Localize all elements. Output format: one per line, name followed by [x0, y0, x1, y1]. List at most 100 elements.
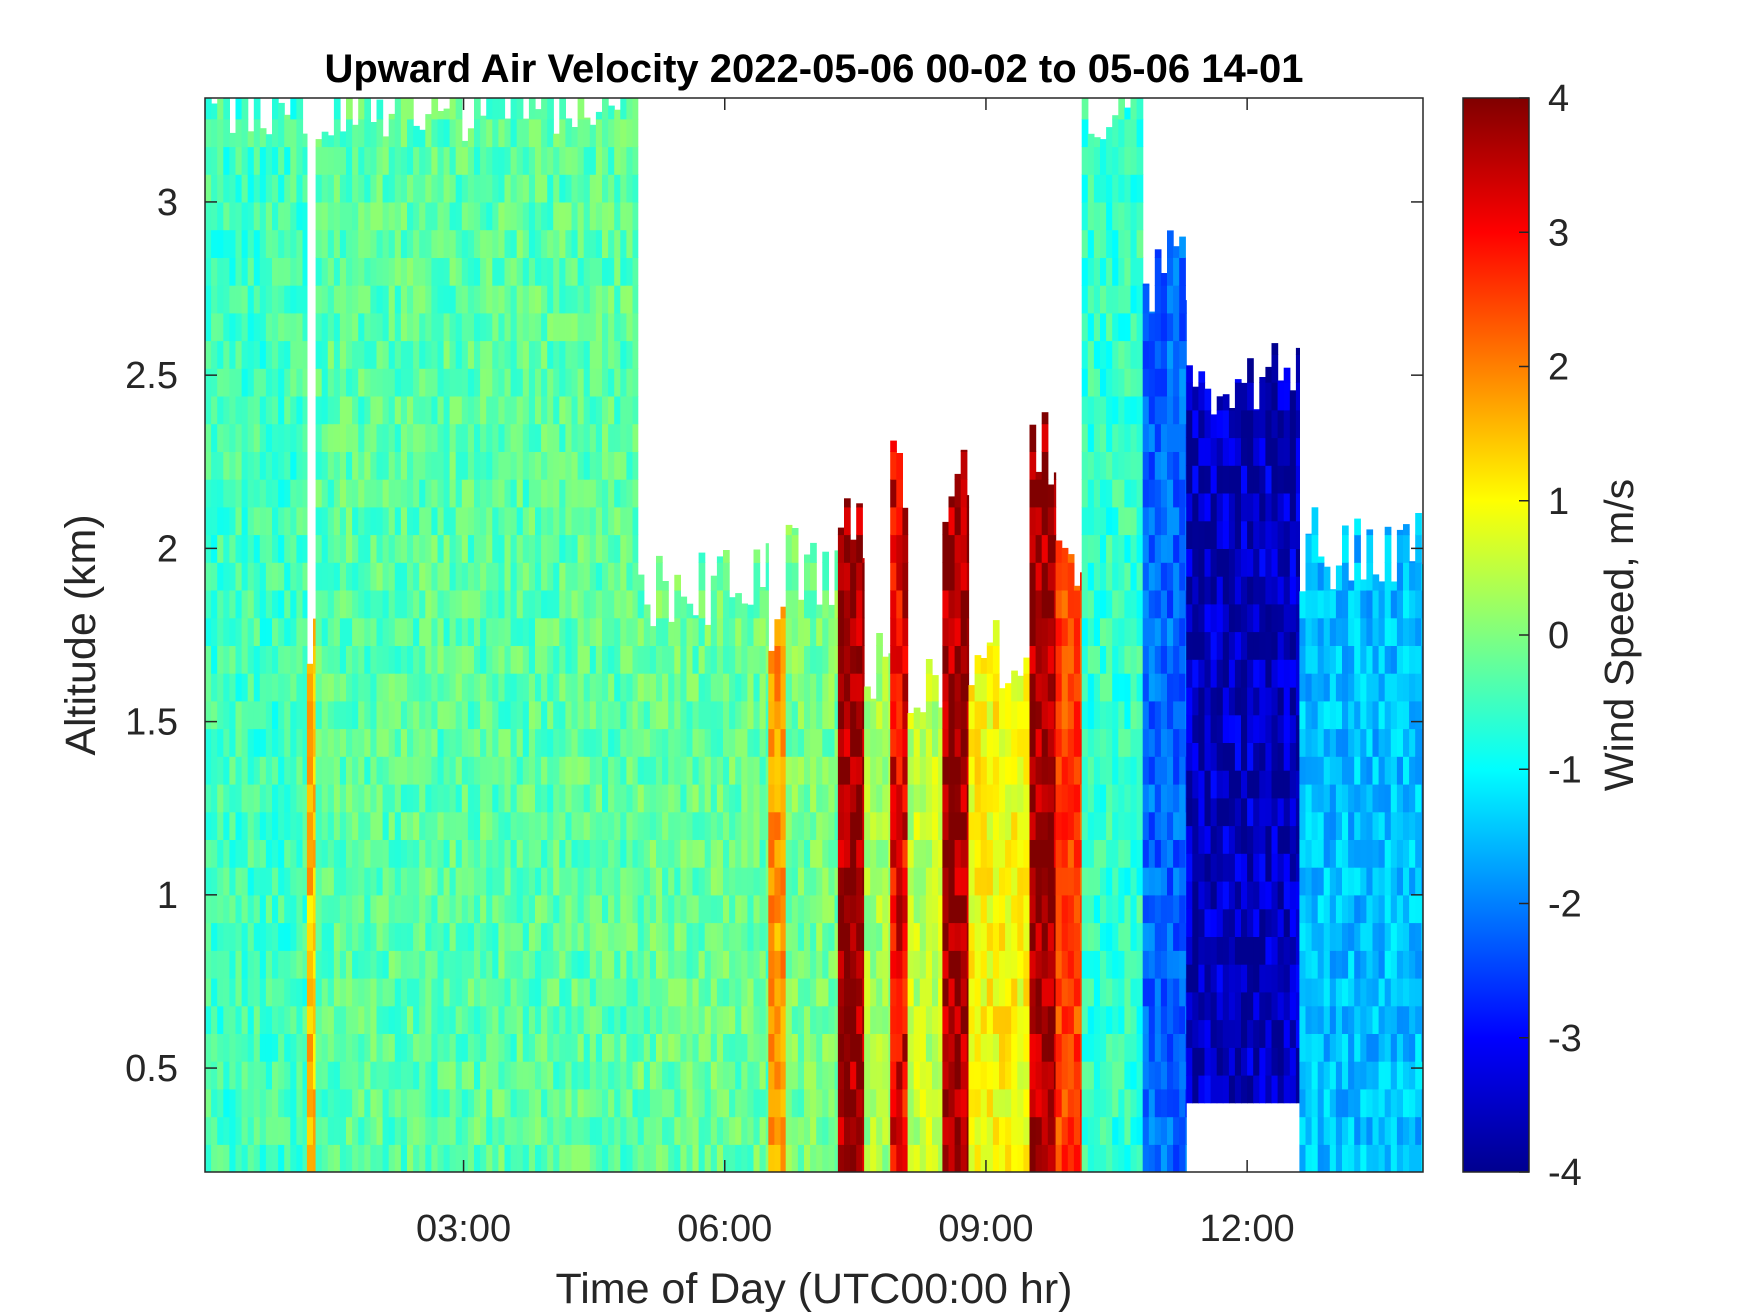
heatmap-cell — [358, 451, 365, 480]
heatmap-cell — [816, 978, 823, 1007]
heatmap-cell — [419, 229, 426, 258]
heatmap-cell — [729, 617, 736, 646]
heatmap-cell — [455, 811, 463, 840]
heatmap-cell — [632, 1061, 639, 1090]
heatmap-cell — [419, 146, 426, 175]
heatmap-cell — [370, 506, 378, 536]
heatmap-cell — [1130, 98, 1138, 120]
heatmap-cell — [278, 506, 285, 536]
heatmap-cell — [1081, 1088, 1089, 1118]
heatmap-cell — [504, 340, 512, 369]
heatmap-cell — [759, 839, 767, 868]
heatmap-cell — [272, 645, 279, 674]
heatmap-cell — [810, 1005, 817, 1034]
heatmap-cell — [948, 496, 956, 508]
heatmap-cell — [974, 756, 982, 785]
heatmap-cell — [602, 1144, 609, 1172]
heatmap-cell — [942, 728, 950, 757]
heatmap-cell — [804, 700, 811, 730]
heatmap-cell — [716, 1144, 724, 1172]
heatmap-cell — [455, 894, 463, 924]
heatmap-cell — [480, 1116, 487, 1145]
heatmap-cell — [583, 978, 591, 1007]
heatmap-cell — [960, 590, 968, 619]
heatmap-cell — [1106, 1033, 1113, 1062]
heatmap-cell — [370, 811, 378, 840]
heatmap-cell — [407, 867, 414, 896]
heatmap-cell — [837, 950, 845, 979]
heatmap-cell — [1080, 978, 1083, 1007]
heatmap-cell — [797, 839, 805, 868]
heatmap-cell — [461, 950, 469, 979]
heatmap-cell — [747, 811, 755, 840]
heatmap-cell — [1093, 756, 1101, 785]
heatmap-cell — [753, 839, 761, 868]
heatmap-cell — [753, 1033, 761, 1062]
heatmap-cell — [729, 894, 736, 924]
heatmap-cell — [986, 1088, 994, 1118]
heatmap-cell — [986, 673, 994, 702]
heatmap-cell — [516, 506, 524, 536]
heatmap-cell — [968, 1033, 976, 1062]
heatmap-cell — [925, 867, 933, 896]
heatmap-cell — [296, 1088, 304, 1118]
heatmap-cell — [626, 340, 634, 369]
heatmap-cell — [1081, 368, 1089, 397]
heatmap-cell — [1118, 257, 1125, 286]
heatmap-cell — [932, 1005, 939, 1034]
heatmap-cell — [480, 285, 487, 314]
heatmap-cell — [1148, 922, 1156, 951]
heatmap-cell — [1100, 312, 1107, 342]
heatmap-cell — [698, 1005, 706, 1034]
heatmap-cell — [862, 1061, 865, 1090]
heatmap-cell — [474, 756, 481, 785]
heatmap-cell — [864, 1144, 871, 1172]
heatmap-cell — [856, 867, 863, 896]
heatmap-cell — [431, 506, 439, 536]
heatmap-cell — [553, 312, 560, 342]
heatmap-cell — [1087, 1061, 1095, 1090]
heatmap-cell — [1130, 784, 1138, 813]
heatmap-cell — [449, 340, 457, 369]
heatmap-cell — [565, 617, 573, 646]
heatmap-cell — [296, 506, 304, 536]
heatmap-cell — [1081, 98, 1089, 120]
heatmap-cell — [272, 285, 279, 314]
heatmap-cell — [302, 950, 308, 979]
heatmap-cell — [259, 340, 267, 369]
heatmap-cell — [559, 395, 566, 425]
heatmap-cell — [437, 756, 445, 785]
heatmap-cell — [516, 201, 524, 231]
heatmap-cell — [938, 867, 944, 896]
heatmap-cell — [710, 839, 718, 868]
heatmap-cell — [253, 506, 261, 536]
heatmap-cell — [1029, 1005, 1037, 1034]
heatmap-cell — [480, 728, 487, 757]
heatmap-cell — [791, 1088, 799, 1118]
heatmap-cell — [486, 506, 493, 536]
heatmap-cell — [265, 257, 273, 286]
heatmap-cell — [346, 617, 353, 646]
heatmap-cell — [774, 922, 782, 951]
heatmap-cell — [541, 978, 548, 1007]
heatmap-cell — [649, 1005, 657, 1034]
heatmap-cell — [510, 839, 518, 868]
heatmap-cell — [704, 1061, 712, 1090]
heatmap-cell — [1023, 1005, 1031, 1034]
heatmap-cell — [437, 839, 445, 868]
heatmap-cell — [565, 368, 573, 397]
heatmap-cell — [229, 1061, 237, 1090]
heatmap-cell — [480, 756, 487, 785]
heatmap-cell — [1067, 590, 1075, 619]
heatmap-cell — [284, 229, 291, 258]
heatmap-cell — [407, 1088, 414, 1118]
heatmap-cell — [346, 229, 353, 258]
heatmap-cell — [388, 229, 396, 258]
heatmap-cell — [571, 1061, 579, 1090]
heatmap-cell — [729, 756, 736, 785]
heatmap-cell — [614, 950, 621, 979]
heatmap-cell — [960, 449, 968, 452]
heatmap-cell — [674, 673, 681, 702]
heatmap-cell — [247, 201, 255, 231]
heatmap-cell — [637, 811, 645, 840]
